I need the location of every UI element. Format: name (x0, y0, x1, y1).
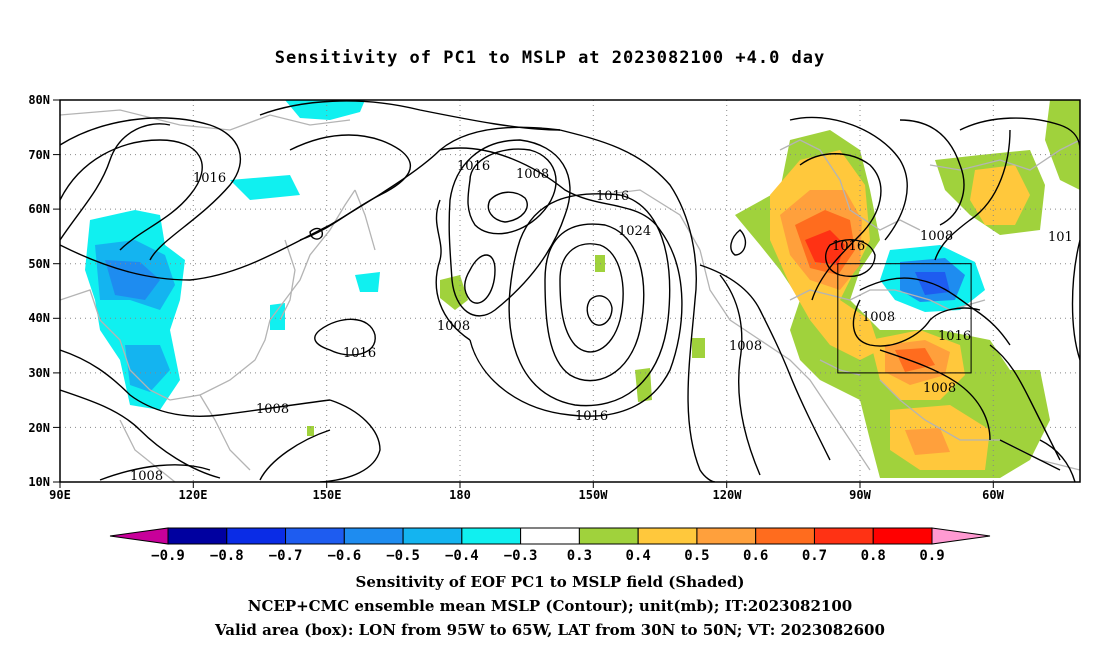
lon-label: 90W (849, 488, 871, 502)
contour-label: 1016 (343, 346, 376, 361)
colorbar-label: −0.4 (445, 548, 479, 564)
negative-region-arctic-a (285, 100, 365, 120)
lat-label: 10N (28, 475, 50, 489)
colorbar-swatch (343, 527, 404, 545)
colorbar-swatch (402, 527, 463, 545)
colorbar-swatch (226, 527, 287, 545)
lon-label: 60W (982, 488, 1004, 502)
valid-area-box (837, 263, 972, 374)
colorbar-label: 0.5 (684, 548, 709, 564)
colorbar-low-end (109, 527, 169, 545)
colorbar-swatch (813, 527, 874, 545)
contour-labels: 1016 1016 1008 1016 1024 1008 1016 1008 … (130, 159, 1073, 484)
caption-line-2: NCEP+CMC ensemble mean MSLP (Contour); u… (247, 597, 853, 615)
colorbar-label: −0.7 (269, 548, 303, 564)
negative-region-japan (270, 303, 285, 330)
lon-label: 120E (179, 488, 208, 502)
positive-region-pacific-d (692, 338, 705, 358)
colorbar-swatch (285, 527, 345, 545)
contour-label: 1008 (729, 339, 762, 354)
colorbar-label: 0.3 (567, 548, 592, 564)
lat-label: 20N (28, 421, 50, 435)
lon-label: 180 (449, 488, 471, 502)
colorbar-swatch (872, 527, 933, 545)
negative-region-asia-strong (105, 260, 160, 300)
colorbar-label: −0.6 (327, 548, 361, 564)
lon-label: 120W (713, 488, 743, 502)
colorbar-swatch (167, 527, 228, 545)
lat-label: 50N (28, 257, 50, 271)
longitude-labels: 90E 120E 150E 180 150W 120W 90W 60W (49, 488, 1004, 502)
map-frame (59, 99, 1081, 483)
contour-label: 1008 (920, 229, 953, 244)
contour-label: 1008 (923, 381, 956, 396)
mslp-contours (60, 100, 1080, 482)
contour-label: 1008 (256, 402, 289, 417)
negative-region-asia-south (125, 345, 170, 392)
latitude-labels: 80N 70N 60N 50N 40N 30N 20N 10N (28, 93, 50, 489)
lon-label: 150W (579, 488, 609, 502)
positive-region-na-orange3 (905, 428, 950, 455)
contour-label: 1016 (457, 159, 490, 174)
colorbar-label: 0.4 (626, 548, 651, 564)
negative-region-arctic-b (355, 272, 380, 292)
lat-label: 40N (28, 311, 50, 325)
lat-label: 70N (28, 148, 50, 162)
colorbar-label: −0.3 (504, 548, 538, 564)
colorbar-label: −0.8 (210, 548, 244, 564)
lon-label: 150E (313, 488, 342, 502)
contour-label: 1008 (862, 310, 895, 325)
contour-label: 1016 (596, 189, 629, 204)
colorbar-label: 0.9 (919, 548, 944, 564)
negative-region-asia-small (230, 175, 300, 200)
axis-ticks (53, 99, 994, 488)
colorbar-swatch (578, 527, 639, 545)
map-title: Sensitivity of PC1 to MSLP at 2023082100… (274, 48, 826, 68)
colorbar-label: 0.6 (743, 548, 768, 564)
lat-label: 60N (28, 202, 50, 216)
colorbar-label: −0.5 (386, 548, 420, 564)
positive-region-na-ne-yellow (970, 165, 1030, 225)
colorbar-high-end (931, 527, 991, 545)
lat-label: 30N (28, 366, 50, 380)
colorbar-label: 0.8 (861, 548, 886, 564)
colorbar-swatch (755, 527, 815, 545)
colorbar-swatch (520, 527, 580, 545)
contour-label: 101 (1048, 230, 1073, 245)
positive-region-na-core (805, 230, 845, 265)
contour-label: 1016 (832, 239, 865, 254)
contour-label: 1016 (938, 329, 971, 344)
colorbar-swatch (461, 527, 522, 545)
contour-label: 1008 (130, 469, 163, 484)
colorbar-label: 0.7 (802, 548, 827, 564)
colorbar-swatch (637, 527, 698, 545)
contour-label: 1024 (618, 224, 651, 239)
contour-label: 1016 (575, 409, 608, 424)
caption-line-1: Sensitivity of EOF PC1 to MSLP field (Sh… (355, 573, 745, 591)
contour-label: 1008 (437, 319, 470, 334)
lat-label: 80N (28, 93, 50, 107)
colorbar-swatch (696, 527, 757, 545)
lon-label: 90E (49, 488, 71, 502)
contour-label: 1008 (516, 167, 549, 182)
colorbar: −0.9 −0.8 −0.7 −0.6 −0.5 −0.4 −0.3 0.3 0.4 0.5 0.6… (109, 527, 991, 564)
colorbar-label: −0.9 (151, 548, 185, 564)
positive-region-pacific-e (307, 426, 314, 436)
contour-label: 1016 (193, 171, 226, 186)
caption-line-3: Valid area (box): LON from 95W to 65W, L… (215, 621, 885, 639)
